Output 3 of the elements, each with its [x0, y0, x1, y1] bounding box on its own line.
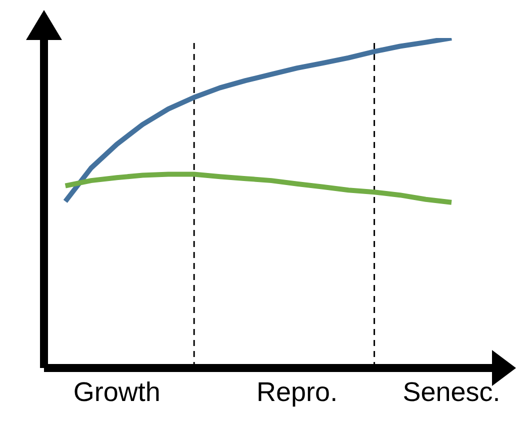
x-tick-label: Growth: [73, 377, 160, 408]
x-tick-label: Senesc.: [402, 377, 500, 408]
x-tick-label: Repro.: [256, 377, 338, 408]
